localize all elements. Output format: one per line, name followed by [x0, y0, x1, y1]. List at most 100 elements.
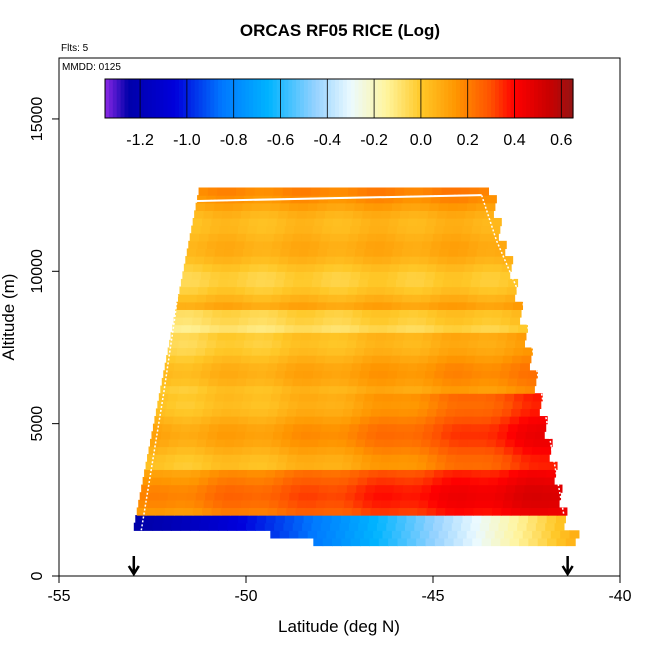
heat-cell: [458, 393, 468, 402]
heat-cell: [202, 263, 213, 272]
heat-cell: [354, 530, 365, 539]
colorbar-tick-label: 0.2: [457, 132, 479, 149]
heat-cell: [233, 393, 244, 402]
heat-cell: [500, 317, 511, 326]
heat-cell: [472, 537, 483, 547]
heat-cell: [481, 416, 492, 425]
heat-cell: [257, 317, 268, 326]
heat-cell: [133, 522, 144, 531]
heat-cell: [197, 484, 208, 493]
colorbar-tick-label: -0.6: [267, 132, 295, 149]
heat-cell: [306, 400, 317, 410]
heat-cell: [285, 271, 296, 280]
heat-cell: [529, 507, 540, 516]
heat-cell: [284, 370, 295, 379]
heat-cell: [190, 278, 201, 288]
heat-cell: [401, 347, 412, 356]
heat-cell: [395, 233, 406, 242]
heat-cell: [367, 278, 378, 288]
heat-cell: [295, 317, 306, 326]
colorbar-swatch: [319, 79, 324, 118]
heat-cell: [189, 332, 200, 341]
heat-cell: [336, 438, 347, 448]
colorbar-tick-label: -1.2: [126, 132, 154, 149]
heat-cell: [353, 400, 364, 410]
heat-cell: [309, 484, 320, 493]
colorbar-swatch: [362, 79, 367, 118]
heat-cell: [347, 286, 358, 295]
heat-cell: [291, 240, 302, 250]
heat-cell: [208, 278, 219, 288]
heat-cell: [284, 225, 295, 234]
heat-cell: [295, 362, 306, 371]
heat-cell: [225, 339, 236, 349]
heat-cell: [417, 217, 428, 227]
colorbar-swatch: [463, 79, 469, 118]
heat-cell: [436, 408, 447, 417]
heat-cell: [440, 484, 451, 493]
heat-cell: [454, 362, 465, 371]
heat-cell: [166, 400, 177, 410]
heat-cell: [484, 256, 495, 265]
heat-cell: [448, 393, 459, 402]
heat-cell: [360, 317, 371, 326]
heat-cell: [480, 324, 491, 333]
heat-cell: [369, 515, 379, 524]
heat-cell: [300, 484, 311, 493]
heat-cell: [487, 484, 498, 493]
heat-cell: [273, 431, 283, 440]
heat-cell: [247, 515, 258, 524]
heat-cell: [203, 499, 214, 509]
heat-cell: [514, 438, 525, 448]
heat-cell: [157, 400, 168, 410]
colorbar-swatch: [264, 79, 270, 118]
heat-cell: [272, 484, 283, 493]
heat-cell: [396, 469, 407, 478]
heat-cell: [415, 370, 426, 379]
heat-cell: [262, 484, 273, 493]
heat-cell: [339, 233, 350, 242]
heat-cell: [484, 355, 495, 364]
heat-cell: [444, 416, 455, 425]
heat-cell: [255, 423, 266, 432]
heat-cell: [381, 210, 392, 219]
heat-cell: [537, 515, 548, 524]
heat-cell: [287, 355, 298, 364]
colorbar-swatch: [253, 79, 258, 118]
heat-cell: [482, 317, 493, 326]
heat-cell: [345, 248, 356, 257]
heat-cell: [160, 431, 171, 440]
heat-cell: [393, 438, 404, 448]
heat-cell: [402, 484, 413, 493]
heat-cell: [467, 248, 478, 257]
heat-cell: [261, 347, 272, 356]
heat-cell: [381, 499, 392, 509]
heat-cell: [398, 263, 409, 272]
heat-cell: [206, 294, 216, 303]
heat-cell: [477, 438, 488, 448]
heat-cell: [515, 385, 526, 394]
colorbar-swatch: [261, 79, 266, 118]
heat-cell: [318, 484, 329, 493]
heat-cell: [548, 507, 559, 516]
heat-cell: [502, 355, 513, 364]
colorbar-swatch: [534, 79, 539, 118]
flights-note: Flts: 5: [61, 43, 89, 54]
heat-cell: [304, 217, 315, 227]
heat-cell: [469, 187, 480, 196]
heat-cell: [159, 438, 170, 448]
heat-cell: [326, 530, 337, 539]
heat-cell: [391, 446, 402, 455]
heat-cell: [468, 385, 479, 394]
heat-cell: [378, 416, 389, 425]
heat-cell: [488, 332, 499, 341]
heat-cell: [400, 446, 411, 455]
heat-cell: [263, 240, 274, 250]
heat-cell: [219, 515, 230, 524]
heat-cell: [547, 461, 558, 470]
heat-cell: [309, 385, 320, 394]
heat-cell: [304, 317, 315, 326]
heat-cell: [192, 362, 203, 371]
colorbar-swatch: [186, 79, 192, 118]
